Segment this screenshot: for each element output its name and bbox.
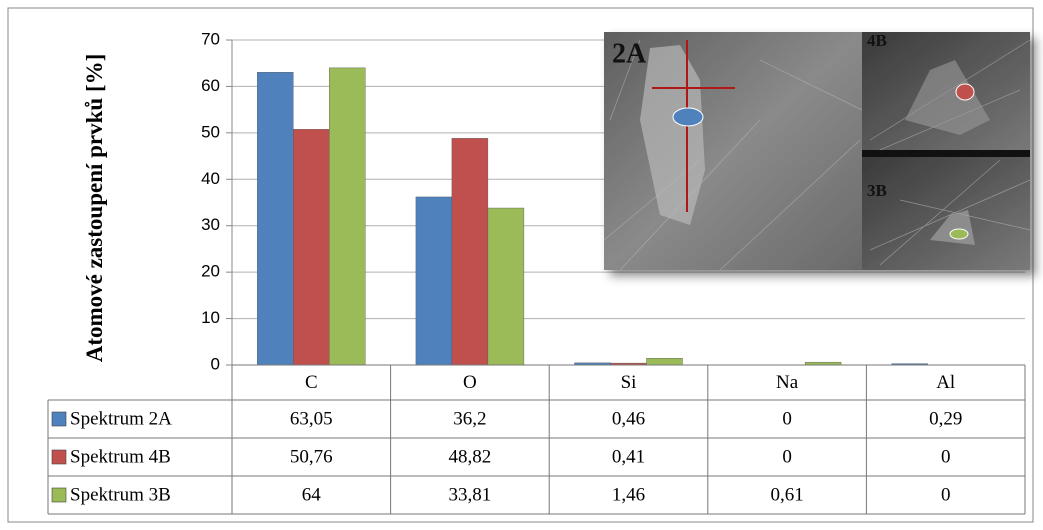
legend-swatch: [52, 450, 66, 464]
table-value: 0: [782, 446, 792, 467]
inset-label: 2A: [612, 38, 647, 69]
y-tick-label: 60: [201, 76, 220, 95]
spot-marker: [956, 84, 974, 100]
y-tick-label: 70: [201, 29, 220, 48]
bar: [329, 68, 365, 365]
y-tick-label: 40: [201, 169, 220, 188]
table-value: 1,46: [612, 484, 645, 505]
table-value: 0: [941, 484, 951, 505]
bar: [647, 358, 683, 365]
table-value: 50,76: [290, 446, 333, 467]
y-tick-label: 20: [201, 262, 220, 281]
category-label: Na: [776, 372, 799, 393]
table-value: 36,2: [453, 408, 486, 429]
y-tick-label: 0: [211, 354, 220, 373]
category-label: O: [463, 372, 477, 393]
legend-label: Spektrum 2A: [70, 408, 172, 429]
legend-label: Spektrum 4B: [70, 446, 171, 467]
table-value: 0,41: [612, 446, 645, 467]
table-value: 0,46: [612, 408, 645, 429]
table-value: 64: [302, 484, 322, 505]
bar: [293, 129, 329, 365]
bar: [488, 208, 524, 365]
chart: 0 10 20 30 40 50 60 70 C O Si Na Al Spektrum 2A 63,05 3…: [0, 0, 1043, 530]
y-axis-title: Atomové zastoupení prvků [%]: [80, 28, 110, 388]
sem-image-3b: [862, 157, 1030, 270]
table-value: 33,81: [449, 484, 492, 505]
table-value: 0: [782, 408, 792, 429]
page: 0 10 20 30 40 50 60 70 C O Si Na Al Spektrum 2A 63,05 3…: [0, 0, 1043, 530]
inset-label: 4B: [867, 31, 887, 50]
y-tick-label: 50: [201, 122, 220, 141]
legend-swatch: [52, 488, 66, 502]
legend-swatch: [52, 412, 66, 426]
bar: [416, 197, 452, 365]
category-label: C: [305, 372, 318, 393]
category-label: Si: [621, 372, 637, 393]
y-tick-label: 30: [201, 215, 220, 234]
bar: [257, 72, 293, 365]
spot-marker: [673, 108, 703, 126]
spot-marker: [950, 229, 968, 239]
legend-label: Spektrum 3B: [70, 484, 171, 505]
table-value: 48,82: [449, 446, 492, 467]
table-value: 0: [941, 446, 951, 467]
table-value: 0,61: [770, 484, 803, 505]
table-value: 0,29: [929, 408, 962, 429]
inset-label: 3B: [867, 181, 887, 200]
table-value: 63,05: [290, 408, 333, 429]
bar: [452, 138, 488, 365]
scale-bar: [862, 150, 1030, 157]
y-tick-label: 10: [201, 308, 220, 327]
category-label: Al: [936, 372, 955, 393]
